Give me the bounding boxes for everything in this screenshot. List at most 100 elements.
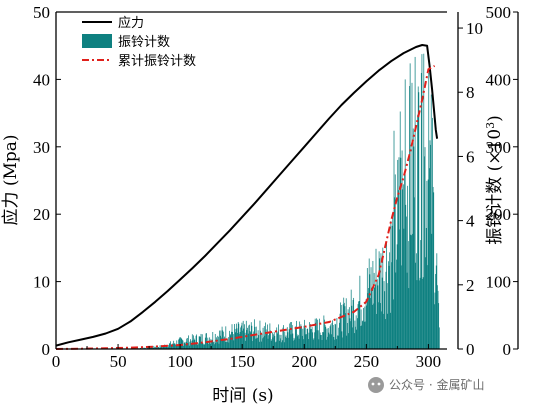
ringing-bar [421,54,423,350]
ringing-bar [294,339,296,349]
ringing-bar [379,303,381,349]
ringing-bar [162,345,164,349]
ringing-bar [288,337,289,349]
ringing-bar [396,244,398,349]
ringing-bar [417,86,419,349]
ringing-bar [339,322,340,349]
ringing-bar [235,332,237,349]
ringing-bar [251,325,253,349]
ringing-bar [206,342,208,349]
ringing-bar [291,325,293,349]
legend-label-ringing: 振铃计数 [118,35,170,50]
ringing-bar [292,333,294,349]
ringing-bar [199,336,201,349]
ringing-bar [365,299,367,349]
ringing-bar [393,130,395,349]
ringing-bar [325,326,327,349]
ringing-bar [307,339,309,349]
ringing-bar [355,326,356,349]
y-tick-label-stress: 30 [33,138,50,157]
ringing-bar [425,227,427,349]
ringing-bar [302,328,304,349]
ringing-bar [166,345,168,349]
ringing-bar [422,278,423,349]
ringing-bar [410,234,412,349]
ringing-bar [217,336,219,349]
ringing-bar [252,333,254,349]
ringing-bar [230,335,232,349]
ringing-bar [324,319,325,349]
ringing-bar [305,334,307,349]
ringing-bar [427,265,428,349]
ringing-bar [348,333,350,349]
ringing-bar [308,332,310,349]
ringing-bar [249,330,251,349]
ringing-bar [341,331,343,349]
ringing-bar [437,285,438,349]
ringing-bar [214,333,216,349]
ringing-bar [304,319,305,349]
ringing-bar [270,330,271,349]
ringing-bar [376,279,378,349]
ringing-bar [227,339,229,349]
ringing-bar [257,337,258,349]
ringing-bar [432,117,433,349]
ringing-bar [189,341,191,349]
ringing-bar [365,321,366,349]
ringing-bar [427,179,429,349]
ringing-bar [424,147,426,349]
ringing-bar [263,326,265,349]
ringing-bar [244,332,246,349]
ringing-bar [414,56,416,350]
watermark-text: 公众号 · 金属矿山 [389,377,484,392]
ringing-bar [338,327,340,349]
ringing-bar [330,334,332,349]
ringing-bar [408,288,410,349]
ringing-bar [150,347,152,349]
ringing-bar [363,321,365,349]
ringing-bar [372,260,374,349]
ringing-bar [256,338,258,349]
x-tick-label: 150 [229,352,255,371]
stress-line [55,44,439,347]
ringing-bar [258,335,260,349]
ringing-bar [334,323,336,349]
chart-axes: 0 50 100 150 200 250 3000102030405002468100100… [33,3,519,371]
ringing-bar [301,335,303,349]
ringing-bar [349,318,351,349]
ringing-bar [369,274,371,349]
y-tick-label-ringing: 0 [466,340,475,359]
ringing-bar [253,331,255,349]
ringing-bar [242,320,244,349]
ringing-bar [239,333,240,349]
ringing-bar [259,320,261,349]
ringing-bar [318,339,320,349]
y-tick-label-stress: 0 [42,340,51,359]
ringing-bar [332,320,333,349]
ringing-bar [361,325,363,349]
ringing-bar [183,345,184,349]
ringing-bar [347,322,348,349]
ringing-bar [204,344,206,349]
x-tick-label: 0 [52,352,61,371]
ringing-bar [278,340,280,349]
ringing-bar [434,292,436,349]
ringing-bar [167,347,169,349]
y-tick-label-stress: 10 [33,273,50,292]
ringing-bar [321,335,322,349]
ringing-bar [161,346,163,349]
ringing-bar [150,347,152,349]
ringing-bar [245,320,247,349]
ringing-bar [260,330,261,349]
ringing-bar [155,346,157,349]
ringing-bar [389,252,391,349]
ringing-bar [273,334,274,349]
ringing-bar [168,345,170,349]
ringing-bar [326,328,328,349]
ringing-bar [386,241,387,349]
ringing-bar [386,283,388,349]
ringing-bar [233,340,235,349]
ringing-bar [334,339,335,349]
ringing-bar [296,320,297,349]
ringing-bar [223,338,225,349]
